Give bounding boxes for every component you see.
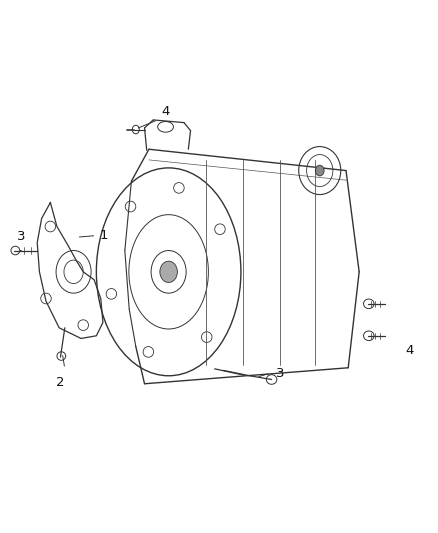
Text: 4: 4 [405, 344, 414, 357]
Ellipse shape [315, 165, 324, 176]
Text: 3: 3 [17, 230, 25, 243]
Ellipse shape [160, 261, 177, 282]
Text: 2: 2 [56, 376, 65, 389]
Text: 1: 1 [100, 229, 108, 242]
Text: 3: 3 [276, 367, 284, 379]
Text: 4: 4 [161, 106, 170, 118]
